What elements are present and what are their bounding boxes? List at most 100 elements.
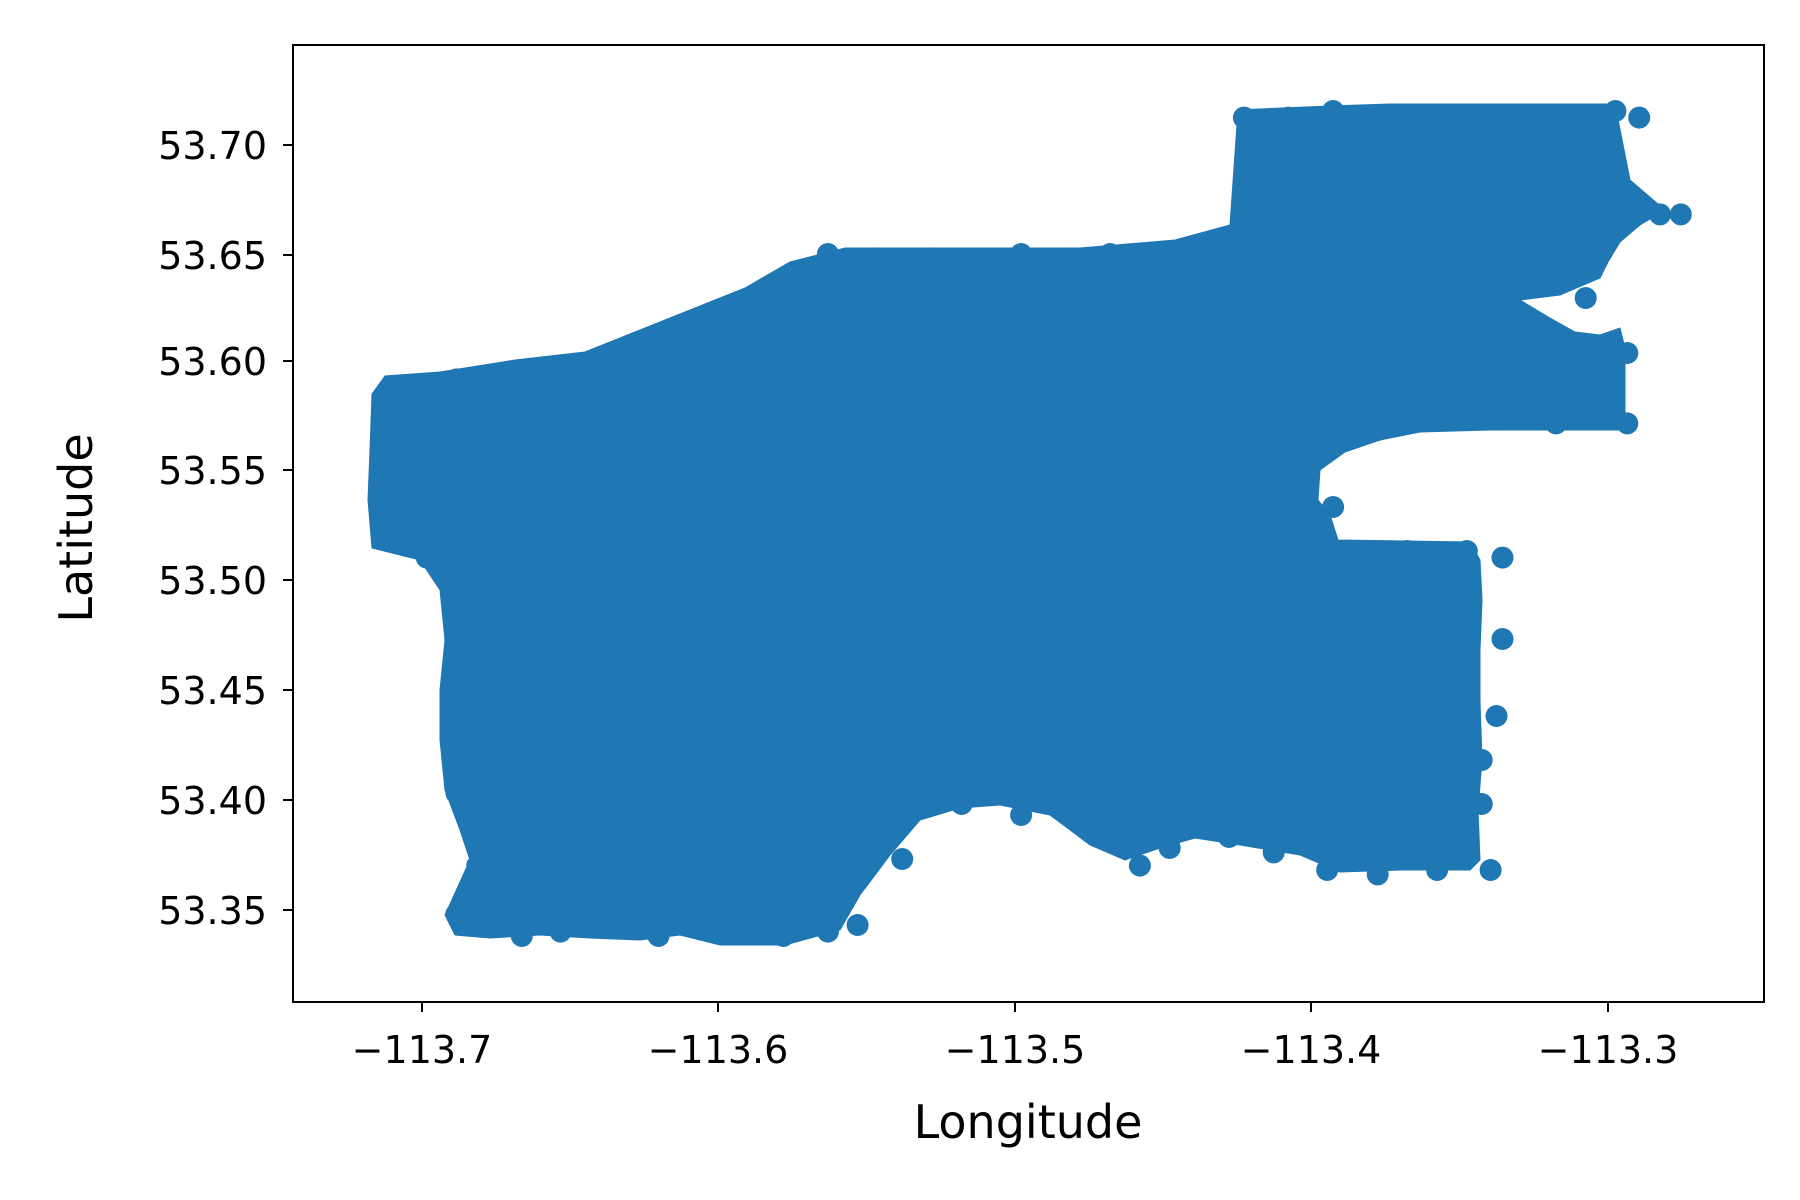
scatter-point [1128,441,1151,463]
scatter-point [1069,727,1092,749]
scatter-point [1232,106,1255,129]
scatter-point [1316,859,1339,881]
scatter-point [891,529,914,551]
scatter-point [647,925,670,947]
y-tick-label: 53.40 [158,779,267,823]
y-tick-label: 53.60 [158,340,267,384]
x-axis-title: Longitude [914,1095,1143,1149]
plot-frame [292,44,1765,1003]
scatter-point [1366,309,1389,331]
scatter-point [1010,419,1033,441]
scatter-point [831,661,854,683]
scatter-point [920,247,943,270]
y-axis: 53.35 53.40 53.45 53.50 53.55 53.60 53.6… [158,124,293,933]
scatter-point [594,749,616,771]
scatter-point [653,529,676,551]
scatter-point [867,247,890,270]
scatter-point [831,353,854,375]
scatter-point [1069,804,1092,826]
scatter-point [1188,639,1211,661]
scatter-point [1366,221,1389,243]
scatter-point [1491,628,1514,650]
scatter-point [1604,100,1627,122]
scatter-point [1188,529,1211,551]
scatter-point [534,661,557,683]
scatter-point [1396,617,1419,639]
scatter-point [614,353,637,375]
scatter-point [1366,863,1389,886]
scatter-point [1307,661,1330,683]
scatter-point [653,617,676,639]
scatter-point [534,441,557,463]
scatter-point [1426,353,1449,375]
y-tick-label: 53.55 [158,449,267,493]
scatter-point [1366,419,1389,441]
scatter-point [475,914,498,936]
scatter-point [534,573,557,595]
scatter-point [1128,854,1151,877]
scatter-point [1099,243,1122,265]
y-tick-label: 53.65 [158,234,267,278]
scatter-point [1455,683,1478,705]
scatter-point [1449,106,1472,129]
scatter-point [1010,243,1033,265]
scatter-point [1307,573,1330,595]
y-tick-label: 53.70 [158,124,267,168]
scatter-point [1277,106,1300,129]
scatter-point [668,342,691,364]
scatter-point [1307,287,1330,309]
scatter-point [772,485,795,507]
x-tick-label: −113.5 [945,1028,1086,1072]
scatter-point [1545,243,1567,265]
scatter-point [460,705,483,727]
scatter-point [528,379,551,402]
scatter-point [1574,287,1597,309]
scatter-point [712,441,735,463]
scatter-point [1307,749,1330,771]
scatter-point [1247,353,1270,375]
scatter-point [1128,309,1151,331]
x-axis: −113.7 −113.6 −113.5 −113.4 −113.3 [352,1002,1679,1072]
scatter-point [766,287,789,309]
scatter-point [445,903,468,925]
scatter-point [950,617,973,639]
scatter-point [1158,837,1181,859]
scatter-point [1069,661,1092,683]
scatter-point [487,368,509,391]
scatter-point [594,914,616,936]
scatter-points [380,100,1692,947]
scatter-point [1010,485,1033,507]
scatter-point [380,441,403,463]
scatter-point [1247,397,1270,419]
scatter-point [1515,177,1538,199]
scatter-point [1218,232,1241,254]
scatter-point [653,419,676,441]
scatter-point [1322,496,1345,518]
scatter-point [451,562,474,584]
scatter-point [816,243,839,265]
scatter-point [380,386,403,408]
y-axis-title: Latitude [49,433,103,622]
scatter-point [950,749,973,771]
scatter-point [1366,106,1389,129]
scatter-point [1411,106,1434,129]
scatter-point [1158,247,1181,270]
scatter-point [415,546,438,569]
scatter-point [727,914,750,936]
scatter-point [1604,199,1627,221]
scatter-point [1247,573,1270,595]
scatter-point [1500,106,1523,129]
scatter-point [594,397,616,419]
scatter-point [400,375,423,397]
scatter-point [1485,705,1508,727]
scatter-point [1470,793,1493,815]
y-tick-label: 53.45 [158,669,267,713]
scatter-point [623,837,646,859]
scatter-point [772,925,795,947]
scatter-point [891,441,914,463]
x-tick-label: −113.3 [1538,1028,1679,1072]
x-tick-label: −113.7 [352,1028,493,1072]
scatter-point [712,793,735,815]
scatter-point [1010,804,1033,826]
